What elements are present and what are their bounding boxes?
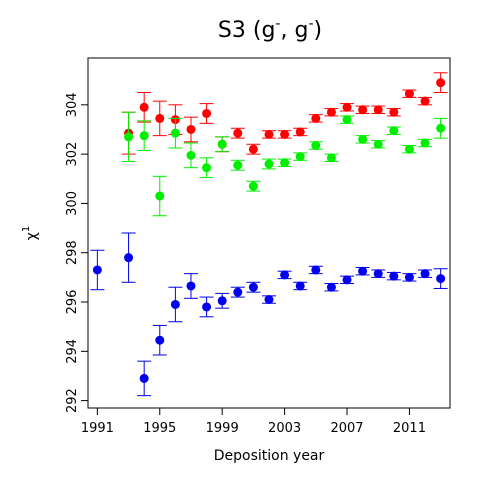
data-point bbox=[233, 287, 243, 297]
data-point bbox=[155, 335, 165, 345]
data-point bbox=[358, 105, 368, 115]
data-point bbox=[373, 105, 383, 115]
y-tick-label: 304 bbox=[65, 92, 80, 117]
x-tick-label: 1991 bbox=[81, 421, 114, 436]
x-tick-label: 2003 bbox=[268, 421, 301, 436]
data-point bbox=[202, 163, 212, 173]
x-tick-label: 1999 bbox=[206, 421, 239, 436]
x-axis: 1991 1995 1999 2003 2007 2011 bbox=[81, 408, 426, 436]
data-point bbox=[124, 253, 134, 263]
data-point bbox=[248, 181, 258, 191]
data-point bbox=[170, 299, 180, 309]
data-point bbox=[436, 78, 446, 88]
data-point bbox=[373, 269, 383, 279]
data-point bbox=[295, 281, 305, 291]
data-point bbox=[358, 134, 368, 144]
data-point bbox=[139, 131, 149, 141]
y-tick-label: 294 bbox=[65, 339, 80, 364]
series-layer bbox=[90, 72, 448, 397]
data-point bbox=[217, 139, 227, 149]
x-tick-label: 2007 bbox=[330, 421, 363, 436]
data-point bbox=[389, 107, 399, 117]
x-axis-label: Deposition year bbox=[214, 448, 325, 464]
data-point bbox=[404, 144, 414, 154]
data-point bbox=[389, 271, 399, 281]
x-tick-label: 1995 bbox=[143, 421, 176, 436]
data-point bbox=[139, 102, 149, 112]
y-tick-label: 302 bbox=[65, 142, 80, 167]
data-point bbox=[264, 295, 274, 305]
data-point bbox=[420, 96, 430, 106]
data-point bbox=[404, 272, 414, 282]
data-point bbox=[311, 265, 321, 275]
data-point bbox=[389, 126, 399, 136]
data-point bbox=[436, 123, 446, 133]
data-point bbox=[92, 265, 102, 275]
data-point bbox=[295, 127, 305, 137]
series-0 bbox=[121, 72, 448, 155]
data-point bbox=[295, 152, 305, 162]
data-point bbox=[326, 282, 336, 292]
data-point bbox=[373, 139, 383, 149]
series-1 bbox=[121, 111, 448, 217]
data-point bbox=[436, 274, 446, 284]
data-point bbox=[186, 281, 196, 291]
data-point bbox=[139, 373, 149, 383]
y-tick-label: 298 bbox=[65, 240, 80, 265]
data-point bbox=[342, 102, 352, 112]
plot-frame bbox=[87, 57, 451, 409]
data-point bbox=[233, 160, 243, 170]
data-point bbox=[280, 129, 290, 139]
data-point bbox=[280, 158, 290, 168]
data-point bbox=[248, 144, 258, 154]
data-point bbox=[202, 108, 212, 118]
data-point bbox=[248, 282, 258, 292]
data-point bbox=[264, 129, 274, 139]
data-point bbox=[170, 128, 180, 138]
y-axis: 292 294 296 298 300 302 304 bbox=[65, 92, 88, 413]
data-point bbox=[186, 150, 196, 160]
y-tick-label: 292 bbox=[65, 388, 80, 413]
data-point bbox=[342, 275, 352, 285]
series-2 bbox=[90, 232, 448, 397]
data-point bbox=[326, 153, 336, 163]
data-point bbox=[358, 266, 368, 276]
data-point bbox=[311, 113, 321, 123]
data-point bbox=[326, 107, 336, 117]
data-point bbox=[420, 138, 430, 148]
y-axis-label: χ1 bbox=[21, 226, 40, 240]
data-point bbox=[420, 269, 430, 279]
data-point bbox=[202, 302, 212, 312]
y-tick-label: 296 bbox=[65, 290, 80, 315]
x-tick-label: 2011 bbox=[393, 421, 426, 436]
data-point bbox=[217, 296, 227, 306]
data-point bbox=[280, 270, 290, 280]
data-point bbox=[155, 113, 165, 123]
data-point bbox=[124, 132, 134, 142]
data-point bbox=[311, 141, 321, 150]
data-point bbox=[342, 115, 352, 125]
data-point bbox=[264, 159, 274, 169]
data-point bbox=[155, 191, 165, 201]
chart-title: S3 (g-, g-) bbox=[218, 16, 322, 43]
y-tick-label: 300 bbox=[65, 191, 80, 216]
data-point bbox=[186, 124, 196, 134]
data-point bbox=[404, 89, 414, 99]
data-point bbox=[233, 128, 243, 138]
